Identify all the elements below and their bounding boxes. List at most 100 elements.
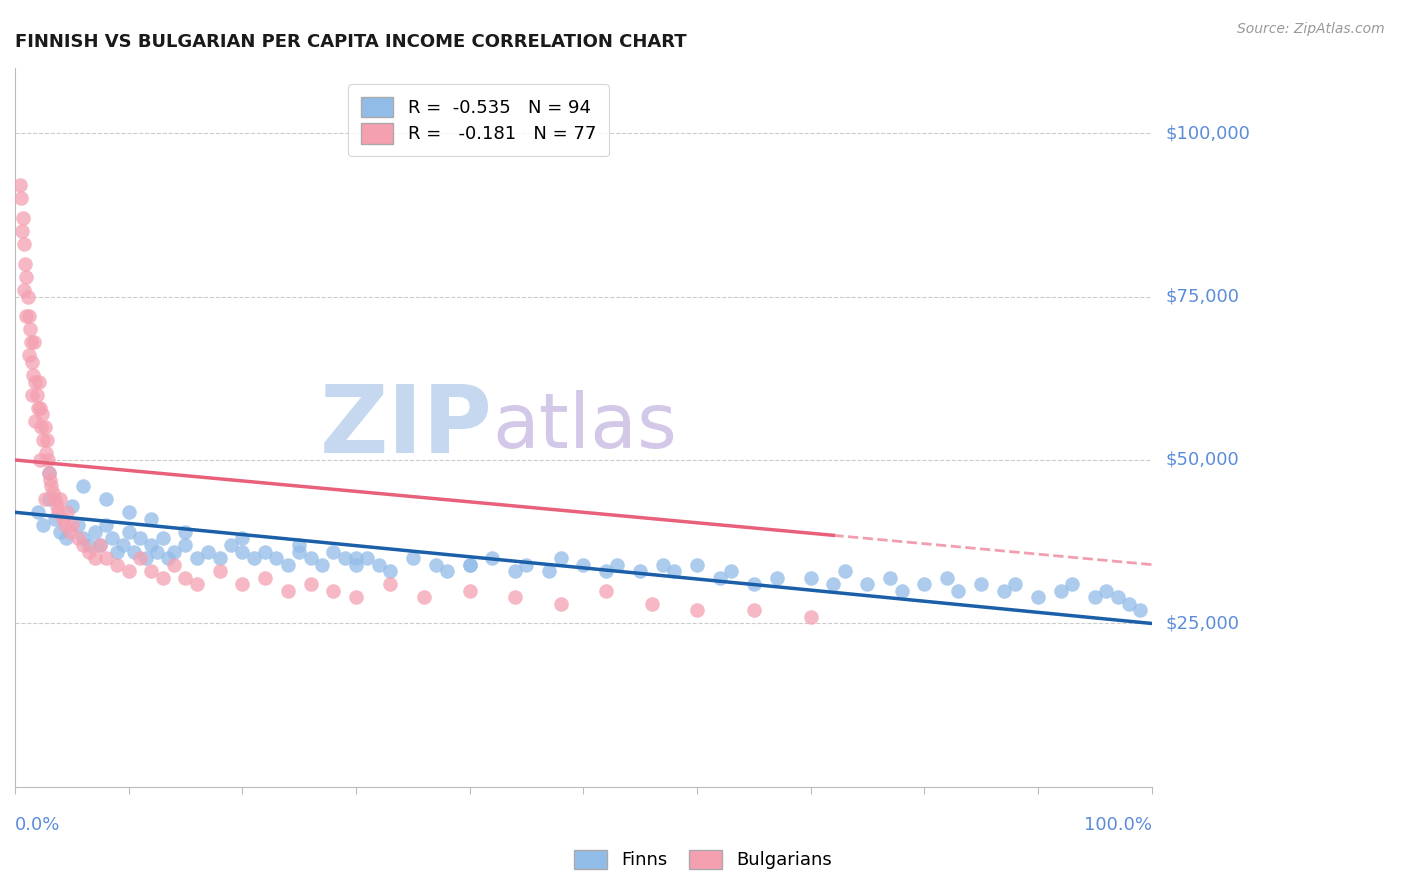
- Point: [72, 479, 94, 493]
- Legend: Finns, Bulgarians: Finns, Bulgarians: [565, 841, 841, 879]
- Text: atlas: atlas: [492, 391, 678, 465]
- Point: [41, 479, 63, 493]
- Point: [94, 492, 117, 507]
- Point: [135, 551, 157, 566]
- Point: [46, 505, 69, 519]
- Point: [242, 551, 264, 566]
- Point: [118, 505, 141, 519]
- Point: [105, 544, 128, 558]
- Point: [11, 224, 34, 238]
- Point: [800, 571, 823, 585]
- Point: [1095, 583, 1118, 598]
- Point: [56, 505, 79, 519]
- Point: [186, 577, 208, 591]
- Point: [322, 544, 344, 558]
- Point: [28, 375, 51, 389]
- Point: [15, 309, 38, 323]
- Point: [118, 564, 141, 578]
- Point: [197, 544, 219, 558]
- Text: 0.0%: 0.0%: [15, 815, 60, 834]
- Point: [458, 558, 481, 572]
- Point: [27, 505, 49, 519]
- Point: [720, 564, 742, 578]
- Point: [111, 538, 134, 552]
- Point: [344, 558, 367, 572]
- Point: [174, 571, 197, 585]
- Point: [39, 473, 62, 487]
- Point: [219, 538, 242, 552]
- Point: [141, 564, 163, 578]
- Point: [311, 558, 333, 572]
- Text: $75,000: $75,000: [1166, 287, 1240, 306]
- Point: [481, 551, 503, 566]
- Point: [105, 558, 128, 572]
- Point: [31, 407, 53, 421]
- Point: [17, 289, 39, 303]
- Point: [94, 551, 117, 566]
- Point: [41, 485, 63, 500]
- Point: [89, 538, 111, 552]
- Point: [18, 322, 41, 336]
- Point: [22, 368, 45, 382]
- Point: [129, 551, 152, 566]
- Text: 100.0%: 100.0%: [1084, 815, 1152, 834]
- Point: [24, 414, 46, 428]
- Point: [1129, 603, 1152, 617]
- Point: [425, 558, 447, 572]
- Point: [52, 512, 75, 526]
- Text: $50,000: $50,000: [1166, 451, 1239, 469]
- Point: [100, 532, 122, 546]
- Point: [27, 401, 49, 415]
- Point: [55, 532, 77, 546]
- Text: Source: ZipAtlas.com: Source: ZipAtlas.com: [1237, 22, 1385, 37]
- Point: [208, 564, 231, 578]
- Point: [77, 538, 100, 552]
- Point: [550, 597, 572, 611]
- Text: $100,000: $100,000: [1166, 124, 1250, 142]
- Point: [37, 453, 59, 467]
- Point: [25, 387, 48, 401]
- Point: [709, 571, 731, 585]
- Point: [231, 544, 253, 558]
- Point: [141, 538, 163, 552]
- Point: [993, 583, 1015, 598]
- Point: [333, 551, 356, 566]
- Point: [124, 544, 146, 558]
- Point: [651, 558, 673, 572]
- Point: [38, 492, 60, 507]
- Point: [89, 538, 111, 552]
- Point: [436, 564, 458, 578]
- Point: [299, 577, 322, 591]
- Point: [24, 375, 46, 389]
- Point: [367, 558, 389, 572]
- Point: [30, 420, 52, 434]
- Point: [11, 211, 34, 225]
- Point: [152, 532, 174, 546]
- Point: [94, 518, 117, 533]
- Point: [129, 532, 152, 546]
- Point: [277, 558, 299, 572]
- Point: [970, 577, 993, 591]
- Point: [288, 544, 311, 558]
- Point: [356, 551, 378, 566]
- Point: [344, 591, 367, 605]
- Point: [157, 551, 180, 566]
- Point: [13, 237, 35, 252]
- Point: [20, 335, 42, 350]
- Point: [38, 466, 60, 480]
- Point: [823, 577, 845, 591]
- Point: [53, 518, 76, 533]
- Point: [17, 309, 39, 323]
- Point: [34, 420, 56, 434]
- Point: [834, 564, 856, 578]
- Point: [35, 434, 58, 448]
- Point: [66, 532, 89, 546]
- Point: [44, 512, 66, 526]
- Point: [550, 551, 572, 566]
- Point: [174, 538, 197, 552]
- Point: [60, 518, 83, 533]
- Point: [10, 191, 32, 205]
- Point: [299, 551, 322, 566]
- Point: [948, 583, 970, 598]
- Point: [1004, 577, 1026, 591]
